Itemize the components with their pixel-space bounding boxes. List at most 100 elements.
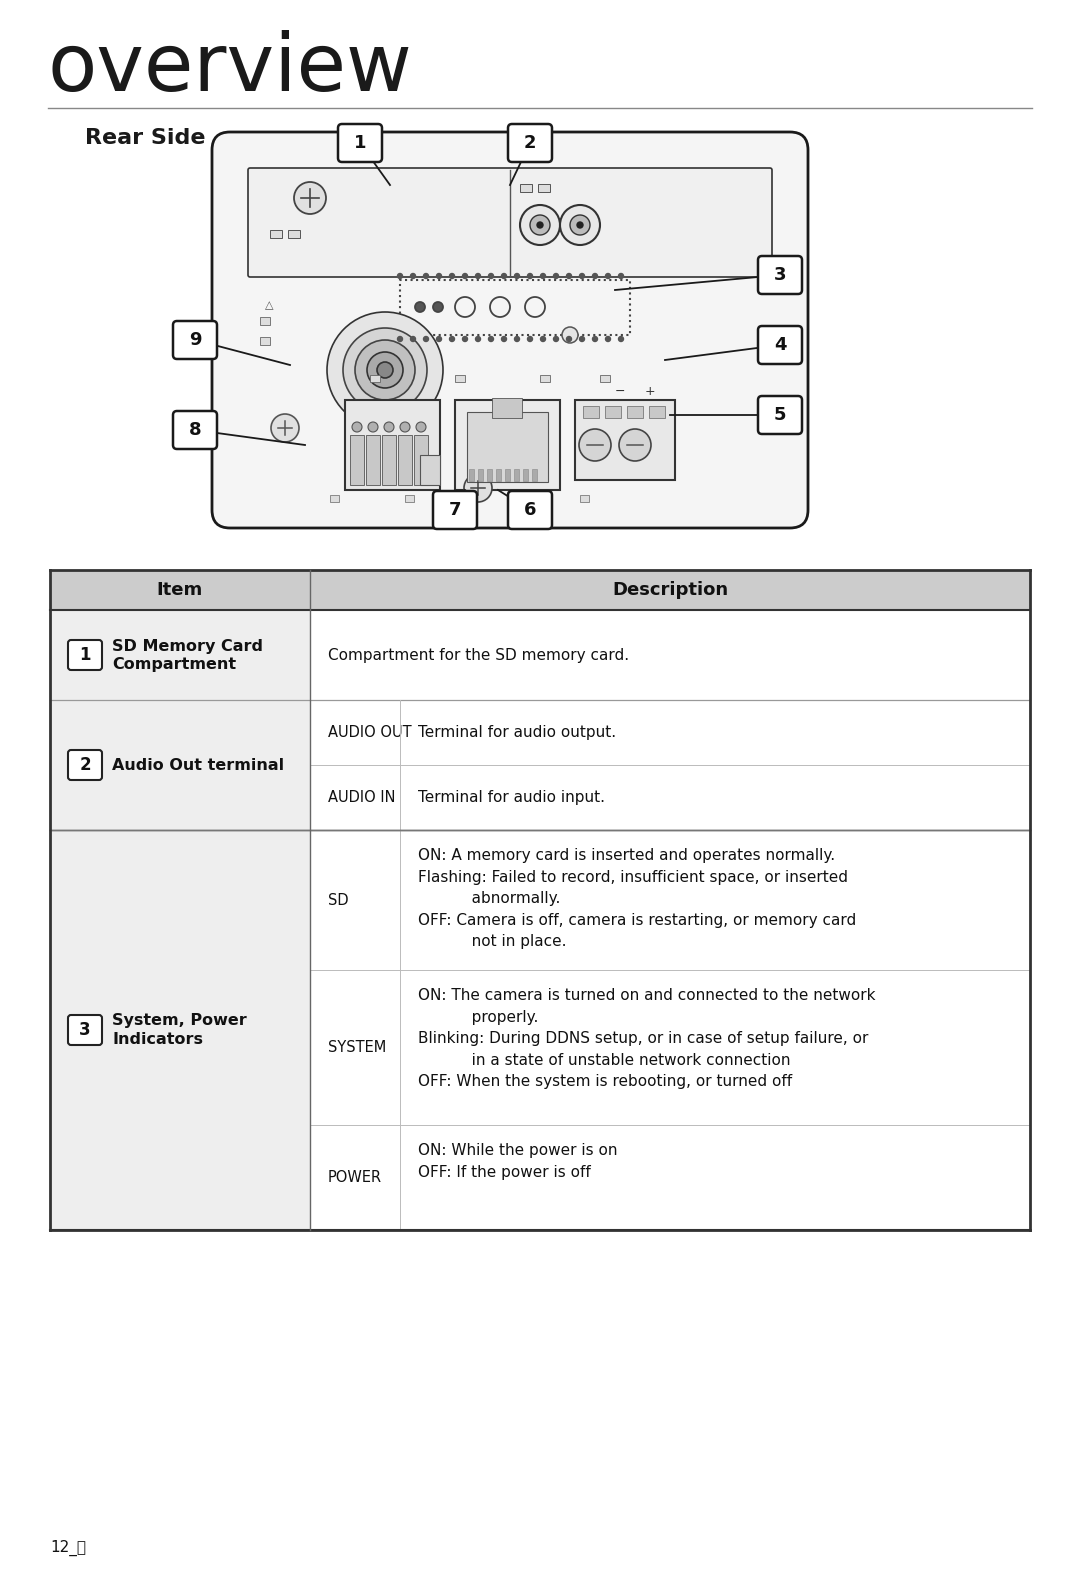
Text: AUDIO IN: AUDIO IN bbox=[328, 790, 395, 804]
Circle shape bbox=[501, 336, 507, 341]
Circle shape bbox=[554, 336, 558, 341]
Bar bbox=[50, 701, 310, 829]
Circle shape bbox=[537, 222, 543, 228]
Bar bbox=[455, 401, 561, 490]
Bar bbox=[399, 435, 411, 485]
FancyBboxPatch shape bbox=[758, 327, 802, 364]
Text: ON: While the power is on
OFF: If the power is off: ON: While the power is on OFF: If the po… bbox=[418, 1144, 618, 1180]
Circle shape bbox=[327, 313, 443, 427]
Text: 8: 8 bbox=[189, 421, 201, 438]
Circle shape bbox=[410, 336, 416, 341]
Text: Rear Side: Rear Side bbox=[85, 127, 205, 148]
Text: Compartment for the SD memory card.: Compartment for the SD memory card. bbox=[328, 647, 630, 663]
Text: 12_Ⓚ: 12_Ⓚ bbox=[50, 1540, 86, 1557]
FancyBboxPatch shape bbox=[173, 412, 217, 449]
Text: Item: Item bbox=[157, 581, 203, 599]
Text: 3: 3 bbox=[773, 265, 786, 284]
Bar bbox=[467, 412, 548, 482]
Bar bbox=[583, 405, 599, 418]
Bar bbox=[627, 405, 643, 418]
Text: +: + bbox=[645, 385, 656, 397]
FancyBboxPatch shape bbox=[68, 1015, 102, 1045]
Circle shape bbox=[530, 215, 550, 236]
Circle shape bbox=[400, 423, 410, 432]
Circle shape bbox=[593, 336, 597, 341]
Circle shape bbox=[501, 273, 507, 278]
Circle shape bbox=[415, 302, 426, 313]
Text: −: − bbox=[615, 385, 625, 397]
Text: Compartment: Compartment bbox=[112, 657, 237, 671]
Circle shape bbox=[433, 302, 443, 313]
Bar bbox=[455, 495, 464, 503]
Circle shape bbox=[570, 215, 590, 236]
Text: 2: 2 bbox=[79, 756, 91, 775]
Text: ON: A memory card is inserted and operates normally.
Flashing: Failed to record,: ON: A memory card is inserted and operat… bbox=[418, 848, 856, 949]
Bar bbox=[345, 401, 440, 490]
Text: AUDIO OUT: AUDIO OUT bbox=[328, 724, 411, 740]
Bar bbox=[288, 229, 300, 237]
Circle shape bbox=[619, 273, 623, 278]
Circle shape bbox=[540, 336, 545, 341]
Bar bbox=[519, 184, 532, 192]
Circle shape bbox=[554, 273, 558, 278]
Circle shape bbox=[471, 415, 499, 441]
FancyBboxPatch shape bbox=[248, 168, 772, 276]
Circle shape bbox=[579, 429, 611, 460]
Bar bbox=[540, 375, 550, 382]
Text: 3: 3 bbox=[79, 1021, 91, 1038]
Circle shape bbox=[577, 222, 583, 228]
Circle shape bbox=[567, 273, 571, 278]
Bar bbox=[350, 435, 364, 485]
Circle shape bbox=[567, 336, 571, 341]
Circle shape bbox=[294, 182, 326, 214]
Text: 4: 4 bbox=[773, 336, 786, 353]
Bar bbox=[580, 495, 589, 503]
Bar bbox=[366, 435, 380, 485]
Circle shape bbox=[436, 336, 442, 341]
Circle shape bbox=[271, 415, 299, 441]
Bar bbox=[478, 470, 483, 481]
Circle shape bbox=[384, 423, 394, 432]
Circle shape bbox=[593, 273, 597, 278]
Circle shape bbox=[488, 336, 494, 341]
Circle shape bbox=[368, 423, 378, 432]
Circle shape bbox=[436, 273, 442, 278]
FancyBboxPatch shape bbox=[338, 124, 382, 162]
Circle shape bbox=[416, 423, 426, 432]
Text: Terminal for audio input.: Terminal for audio input. bbox=[418, 790, 605, 804]
Circle shape bbox=[423, 336, 429, 341]
Bar bbox=[382, 435, 396, 485]
Bar bbox=[469, 470, 474, 481]
Circle shape bbox=[410, 273, 416, 278]
FancyBboxPatch shape bbox=[758, 396, 802, 434]
Text: Indicators: Indicators bbox=[112, 1032, 203, 1046]
Bar bbox=[260, 338, 270, 346]
Circle shape bbox=[514, 273, 519, 278]
Text: SYSTEM: SYSTEM bbox=[328, 1040, 387, 1054]
Bar bbox=[414, 435, 428, 485]
Circle shape bbox=[540, 273, 545, 278]
Circle shape bbox=[561, 204, 600, 245]
Bar bbox=[514, 470, 519, 481]
Text: 2: 2 bbox=[524, 134, 537, 152]
Circle shape bbox=[462, 273, 468, 278]
Bar bbox=[330, 495, 339, 503]
Circle shape bbox=[606, 273, 610, 278]
Circle shape bbox=[352, 423, 362, 432]
Bar bbox=[370, 375, 380, 382]
Bar bbox=[530, 495, 539, 503]
Bar bbox=[538, 184, 550, 192]
Text: ON: The camera is turned on and connected to the network
           properly.
Bl: ON: The camera is turned on and connecte… bbox=[418, 988, 876, 1089]
Bar bbox=[492, 397, 522, 418]
Circle shape bbox=[355, 339, 415, 401]
Text: 6: 6 bbox=[524, 501, 537, 518]
Bar bbox=[575, 401, 675, 481]
FancyBboxPatch shape bbox=[173, 320, 217, 360]
Text: Terminal for audio output.: Terminal for audio output. bbox=[418, 724, 616, 740]
FancyBboxPatch shape bbox=[212, 132, 808, 528]
Text: 1: 1 bbox=[79, 646, 91, 665]
Text: 7: 7 bbox=[449, 501, 461, 518]
Circle shape bbox=[397, 336, 403, 341]
Bar bbox=[50, 829, 310, 1230]
Bar bbox=[505, 470, 510, 481]
